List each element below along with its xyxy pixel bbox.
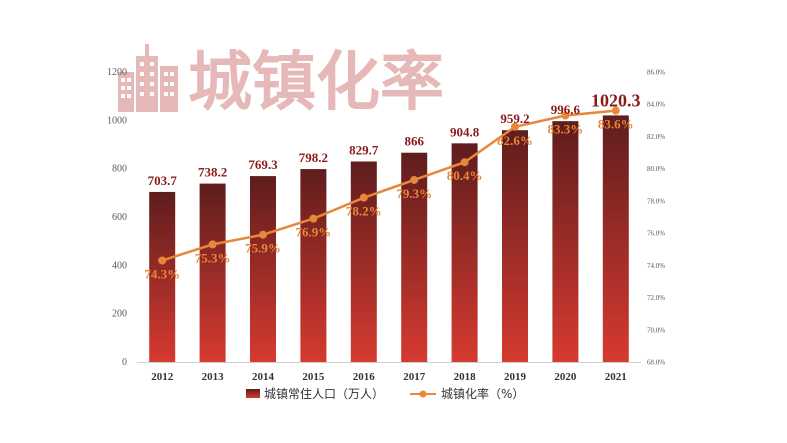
bar [149, 191, 176, 362]
x-tick-label: 2014 [252, 371, 275, 383]
y-right-tick-label: 76.0% [647, 230, 665, 238]
x-tick-label: 2019 [504, 371, 527, 383]
y-left-tick-label: 1000 [107, 115, 127, 126]
rate-value-label: 83.6% [598, 117, 634, 132]
rate-value-label: 82.6% [497, 133, 533, 148]
bar-value-label: 1020.3 [591, 90, 641, 110]
bar-value-label: 959.2 [500, 111, 529, 126]
rate-point [359, 193, 368, 202]
rate-value-label: 78.2% [346, 204, 382, 219]
rate-value-label: 75.3% [195, 250, 231, 265]
y-left-tick-label: 800 [112, 164, 127, 175]
bar-value-label: 769.3 [248, 157, 278, 172]
bar [199, 183, 226, 362]
bar [401, 152, 428, 362]
bar [250, 176, 276, 362]
x-tick-label: 2013 [202, 371, 225, 383]
rate-value-label: 74.3% [144, 267, 180, 282]
bar-value-label: 904.8 [450, 124, 480, 139]
y-right-tick-label: 78.0% [647, 197, 665, 205]
x-tick-label: 2016 [353, 371, 376, 383]
y-left-tick-label: 600 [112, 212, 127, 223]
y-right-tick-label: 86.0% [647, 69, 665, 77]
rate-value-label: 79.3% [396, 186, 432, 201]
rate-value-label: 76.9% [296, 225, 332, 240]
legend-label-line: 城镇化率（%） [441, 386, 524, 401]
legend-swatch-marker [419, 390, 427, 398]
bar-value-label: 866 [404, 134, 424, 149]
rate-point [208, 240, 217, 249]
y-right-tick-label: 80.0% [647, 165, 665, 173]
rate-line-path [161, 109, 616, 262]
bar-value-label: 996.6 [551, 102, 581, 117]
bar-value-label: 738.2 [198, 165, 227, 180]
y-left-tick-label: 1200 [107, 67, 127, 78]
y-left-tick-label: 0 [122, 357, 127, 368]
y-right-tick-label: 72.0% [647, 294, 665, 302]
y-right-tick-label: 70.0% [647, 326, 665, 334]
rate-point [158, 256, 167, 265]
rate-point [309, 214, 318, 223]
x-tick-label: 2020 [554, 371, 577, 383]
x-tick-label: 2021 [605, 371, 627, 383]
bar [502, 130, 528, 362]
bar [350, 161, 377, 362]
y-right-tick-label: 68.0% [647, 359, 665, 367]
data-labels: 703.7 738.2 769.3 798.2 829.7 866 904.8 959.2 99… [144, 90, 640, 281]
rate-point [561, 111, 570, 120]
rate-value-label: 80.4% [447, 168, 483, 183]
rate-point [259, 230, 267, 239]
axes: 0 200 400 600 800 1000 1200 68.0% 70.0% 72.0% 74.0… [107, 67, 665, 383]
building-icon [118, 44, 178, 112]
rate-value-label: 75.9% [245, 241, 281, 256]
rate-point [511, 122, 519, 131]
rate-point [460, 158, 469, 167]
bar-value-label: 798.2 [299, 150, 328, 165]
x-tick-label: 2017 [403, 371, 426, 383]
rate-point [410, 175, 419, 184]
bar [602, 115, 629, 363]
legend-label-bar: 城镇常住人口（万人） [264, 387, 384, 401]
rate-point [611, 106, 620, 115]
bars [149, 115, 629, 363]
rate-value-label: 83.3% [548, 122, 584, 137]
x-tick-label: 2012 [151, 371, 174, 383]
y-left-tick-label: 200 [112, 309, 127, 320]
y-right-tick-label: 74.0% [647, 262, 665, 270]
legend: 城镇常住人口（万人） 城镇化率（%） [246, 386, 524, 401]
bar-value-label: 703.7 [148, 173, 178, 188]
chart-title: 城镇化率 [188, 46, 444, 120]
bar [451, 143, 478, 362]
legend-swatch-bar [246, 389, 260, 398]
y-right-tick-label: 84.0% [647, 101, 665, 109]
bar [552, 121, 579, 362]
x-tick-label: 2018 [454, 371, 477, 383]
bar [300, 169, 327, 362]
y-left-tick-label: 400 [112, 260, 127, 271]
bar-value-label: 829.7 [349, 142, 379, 157]
rate-line [158, 106, 620, 265]
x-tick-label: 2015 [302, 371, 325, 383]
y-right-tick-label: 82.0% [647, 133, 665, 141]
